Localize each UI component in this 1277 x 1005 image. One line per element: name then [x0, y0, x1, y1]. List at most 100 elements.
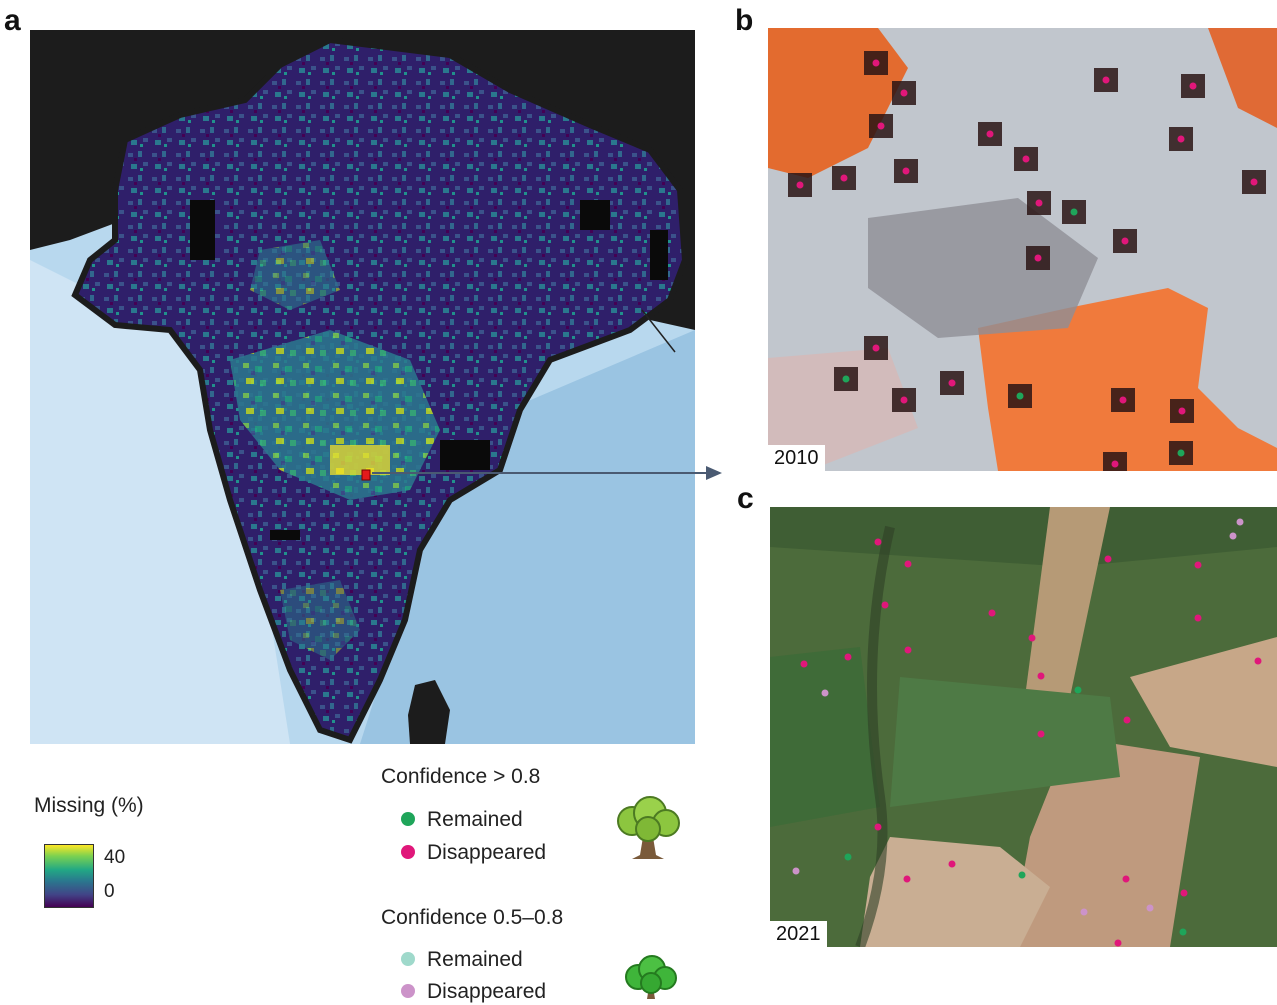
tree-marker	[1016, 392, 1024, 400]
crop-field	[890, 677, 1120, 807]
year-label-2021: 2021	[770, 921, 827, 947]
year-label-2010: 2010	[768, 445, 825, 471]
fallow-field	[1010, 737, 1200, 947]
legend-dot-disappeared-high	[401, 845, 415, 859]
masked-tile	[190, 200, 215, 260]
missing-percentage-map	[30, 30, 695, 744]
tree-marker	[904, 560, 912, 568]
tree-marker	[1037, 672, 1045, 680]
bare-soil-patch	[768, 348, 918, 471]
tree-marker	[900, 89, 908, 97]
tree-marker	[1074, 686, 1082, 694]
tree-marker	[1254, 657, 1262, 665]
tree-marker	[1035, 199, 1043, 207]
satellite-image-2010: 2010	[768, 28, 1277, 471]
tree-marker	[1070, 208, 1078, 216]
tree-icon	[617, 796, 680, 859]
tree-marker	[1034, 254, 1042, 262]
fallow-field	[860, 837, 1050, 947]
legend-disappeared-mid: Disappeared	[427, 980, 547, 1003]
tree-marker	[874, 823, 882, 831]
tree-markers-2010	[788, 51, 1266, 471]
tree-marker	[1178, 407, 1186, 415]
tree-marker	[988, 609, 996, 617]
tree-marker	[872, 344, 880, 352]
tree-marker	[821, 689, 829, 697]
legend-remained-high: Remained	[427, 808, 523, 831]
peak-missing-cluster	[330, 445, 390, 475]
field	[770, 507, 1277, 567]
masked-tile	[650, 230, 668, 280]
tree-marker	[844, 853, 852, 861]
tree-marker	[1022, 155, 1030, 163]
tree-markers-2021	[792, 518, 1262, 947]
tree-marker	[840, 174, 848, 182]
tree-marker	[800, 660, 808, 668]
legend-disappeared-high: Disappeared	[427, 841, 547, 864]
high-missing-zone-south	[280, 580, 360, 660]
tree-marker	[877, 122, 885, 130]
masked-tile	[270, 530, 300, 540]
tree-marker	[1111, 460, 1119, 468]
tree-marker	[872, 59, 880, 67]
tree-marker	[1028, 634, 1036, 642]
colorbar-tick-low: 0	[104, 881, 115, 902]
tree-marker	[1122, 875, 1130, 883]
tree-marker	[1177, 135, 1185, 143]
tree-marker	[1194, 561, 1202, 569]
tree-marker	[1236, 518, 1244, 526]
legend-high-confidence-title: Confidence > 0.8	[381, 765, 541, 788]
study-site-marker	[361, 469, 371, 481]
leader-line	[641, 309, 676, 353]
legend-dot-remained-mid	[401, 952, 415, 966]
tree-marker	[1114, 939, 1122, 947]
colorbar	[44, 844, 94, 908]
vegetation-patch	[978, 288, 1277, 471]
tree-marker	[1177, 449, 1185, 457]
tree-marker	[874, 538, 882, 546]
deep-sea-east	[360, 330, 695, 744]
tree-marker	[904, 646, 912, 654]
masked-tile	[440, 440, 490, 470]
map-svg	[30, 30, 695, 744]
crop-field	[770, 647, 880, 827]
tree-marker	[1194, 614, 1202, 622]
tree-marker	[986, 130, 994, 138]
tree-marker	[842, 375, 850, 383]
tree-marker	[948, 860, 956, 868]
tree-marker	[1180, 889, 1188, 897]
tree-marker	[900, 396, 908, 404]
shrub-icon	[625, 955, 677, 999]
tree-marker	[1250, 178, 1258, 186]
tree-marker	[1102, 76, 1110, 84]
tree-marker	[903, 875, 911, 883]
tree-marker	[1179, 928, 1187, 936]
vegetation-patch	[1208, 28, 1277, 128]
fallow-field	[1130, 637, 1277, 767]
colorbar-tick-high: 40	[104, 847, 126, 868]
tree-line-stream	[855, 525, 895, 947]
fallow-field-strip	[1025, 507, 1110, 697]
tree-marker	[948, 379, 956, 387]
legend-remained-mid: Remained	[427, 948, 523, 971]
tree-marker	[844, 653, 852, 661]
tree-marker	[796, 181, 804, 189]
tree-marker	[1189, 82, 1197, 90]
legend-dot-disappeared-mid	[401, 984, 415, 998]
high-missing-zone-central	[250, 240, 340, 310]
masked-tile	[580, 200, 610, 230]
tree-marker	[1037, 730, 1045, 738]
colorbar-title: Missing (%)	[34, 794, 144, 817]
tree-marker	[1121, 237, 1129, 245]
satellite-2010-svg	[768, 28, 1277, 471]
tree-marker	[792, 867, 800, 875]
tree-marker	[902, 167, 910, 175]
bare-soil-patch	[868, 198, 1098, 338]
satellite-image-2021: 2021	[770, 507, 1277, 947]
tree-marker	[1146, 904, 1154, 912]
legend-mid-confidence-title: Confidence 0.5–0.8	[381, 906, 564, 929]
tree-marker	[1123, 716, 1131, 724]
tree-marker	[881, 601, 889, 609]
panel-label-c: c	[737, 482, 754, 515]
tree-marker	[1080, 908, 1088, 916]
